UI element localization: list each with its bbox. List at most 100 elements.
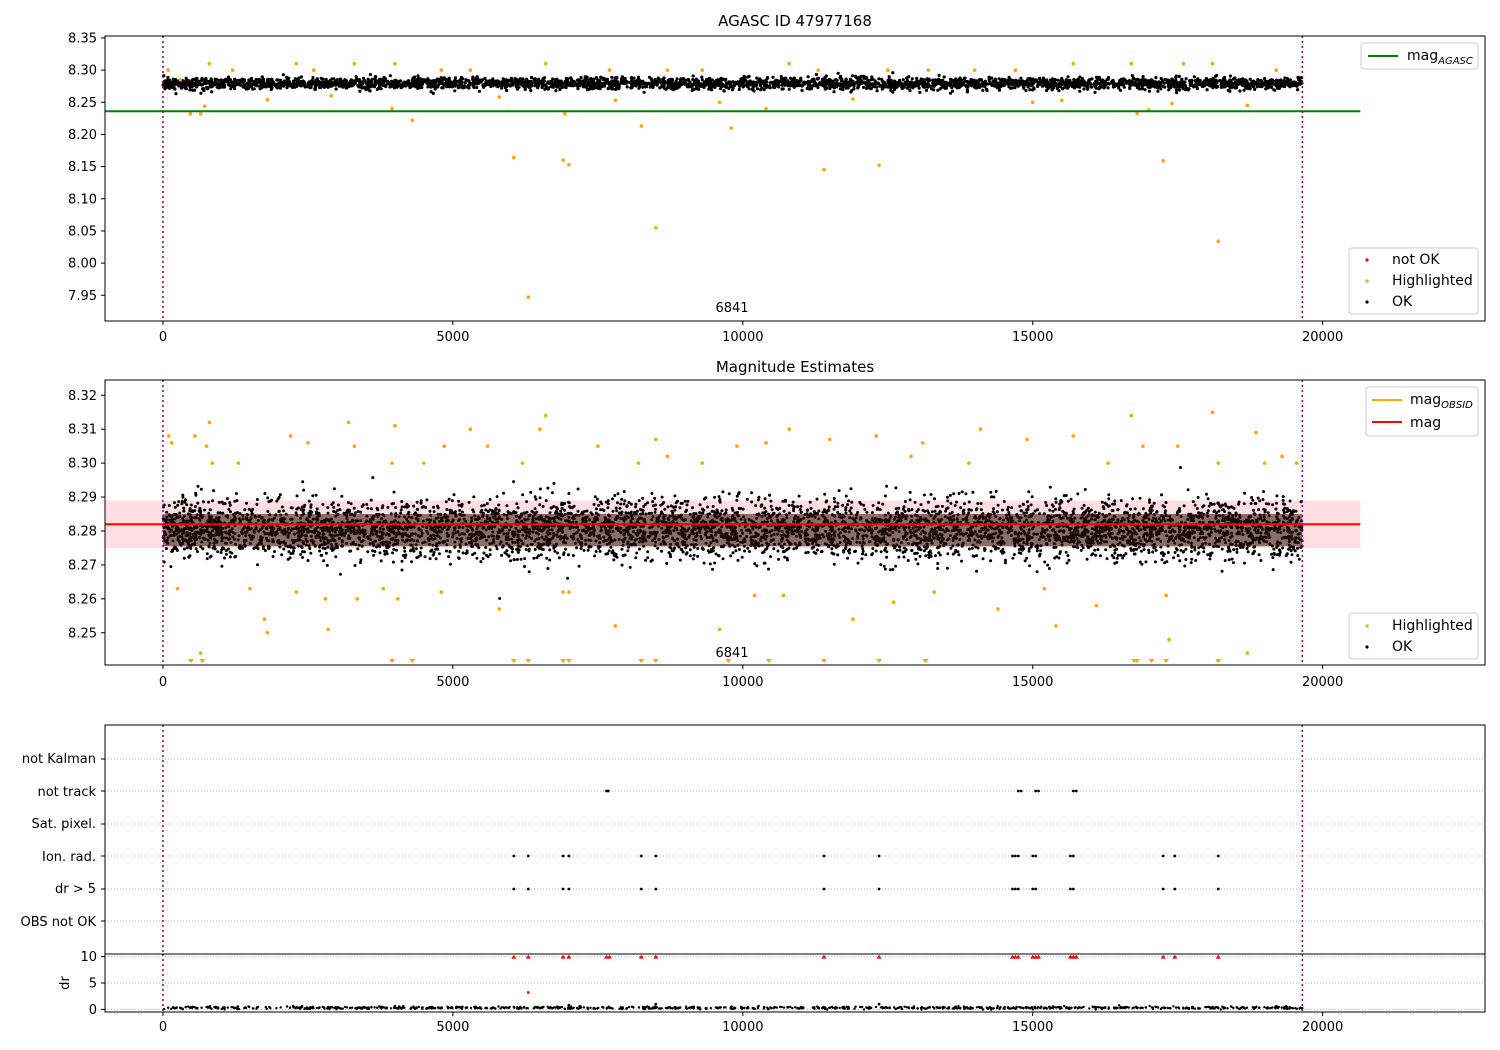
ok-point	[1117, 86, 1121, 90]
ok-point	[576, 78, 581, 82]
ok-point	[219, 85, 223, 89]
ok-point	[475, 85, 479, 90]
y-tick-label: 8.35	[68, 31, 97, 46]
ok-point	[1159, 76, 1163, 81]
highlighted-point	[188, 112, 193, 116]
ok-point	[714, 81, 718, 86]
ok-point	[1122, 85, 1126, 89]
ok-point	[1071, 83, 1075, 87]
ok-point	[931, 81, 935, 85]
ok-point	[564, 76, 569, 80]
ok-point	[789, 83, 793, 87]
ok-point	[475, 75, 479, 79]
ok-point	[1214, 74, 1218, 78]
ok-point	[859, 502, 863, 506]
panel2-title: Magnitude Estimates	[716, 358, 874, 376]
ok-point	[1046, 86, 1050, 91]
ok-point	[624, 511, 628, 515]
ok-point	[581, 85, 585, 89]
ok-point	[428, 509, 432, 513]
ok-point	[298, 84, 303, 88]
ok-point	[653, 510, 657, 514]
ok-point	[755, 87, 760, 91]
ok-point	[194, 547, 198, 551]
ok-point	[1263, 77, 1267, 81]
ok-point	[179, 86, 183, 90]
ok-point	[1223, 85, 1227, 89]
ok-point	[970, 84, 974, 88]
ok-point	[1260, 85, 1264, 89]
ok-point	[365, 85, 369, 90]
ok-point	[798, 79, 802, 84]
ok-point	[987, 77, 991, 81]
ok-point	[433, 87, 437, 91]
ok-point	[446, 82, 450, 86]
legend-ok: OK	[1392, 294, 1413, 310]
ok-point	[792, 76, 797, 80]
ok-point	[996, 546, 1000, 550]
ok-point	[1285, 77, 1289, 81]
ok-point	[1243, 79, 1247, 83]
ok-point	[764, 83, 769, 87]
ok-point	[338, 572, 342, 576]
ok-point	[1039, 549, 1043, 553]
ok-point	[1024, 89, 1028, 93]
ok-point	[1296, 88, 1300, 92]
ok-point	[437, 77, 441, 81]
ok-point	[1281, 495, 1285, 499]
highlighted-point	[497, 95, 502, 99]
ok-point	[333, 82, 338, 86]
ok-point	[924, 88, 929, 92]
ok-point	[383, 78, 387, 82]
ok-point	[417, 81, 421, 85]
ok-point	[791, 500, 795, 504]
ok-point	[1009, 86, 1013, 90]
ok-point	[521, 493, 525, 497]
ok-point	[1136, 77, 1140, 81]
ok-point	[1259, 559, 1263, 562]
ok-point	[1169, 85, 1173, 90]
highlighted-point	[329, 94, 333, 98]
ok-point	[262, 83, 266, 87]
ok-point	[997, 77, 1001, 81]
ok-point	[908, 490, 912, 494]
ok-point	[926, 82, 930, 86]
ok-point	[1229, 85, 1233, 89]
ok-point	[1003, 80, 1007, 84]
highlighted-point	[230, 68, 235, 72]
ok-point	[585, 75, 589, 79]
ok-point	[330, 77, 334, 81]
ok-point	[736, 558, 740, 562]
ok-point	[759, 82, 764, 86]
ok-point	[1281, 79, 1285, 83]
ok-point	[963, 79, 967, 83]
ok-point	[497, 82, 501, 86]
ok-point	[582, 548, 586, 552]
panel1-legend-lines: magAGASC	[1360, 42, 1479, 70]
ok-point	[373, 75, 377, 79]
ok-point	[1130, 74, 1134, 78]
ok-point	[192, 82, 196, 86]
ok-point	[500, 84, 504, 88]
highlighted-point	[265, 97, 270, 102]
ok-point	[1274, 82, 1278, 86]
ok-point	[256, 563, 259, 567]
ok-point	[458, 79, 462, 84]
ok-point	[1283, 84, 1287, 89]
ok-point	[261, 79, 265, 84]
ok-point	[428, 557, 432, 561]
ok-point	[299, 80, 303, 84]
ok-point	[1147, 79, 1151, 83]
ok-point	[1025, 511, 1029, 515]
ok-point	[504, 83, 508, 87]
ok-point	[739, 81, 743, 85]
ok-point	[533, 547, 537, 551]
ok-point	[1130, 79, 1134, 83]
ok-point	[717, 495, 721, 499]
ok-point	[830, 82, 834, 86]
ok-point	[974, 79, 978, 83]
ok-point	[585, 509, 589, 513]
ok-point	[972, 82, 976, 86]
ok-point	[1073, 80, 1077, 84]
highlighted-point	[816, 68, 820, 72]
